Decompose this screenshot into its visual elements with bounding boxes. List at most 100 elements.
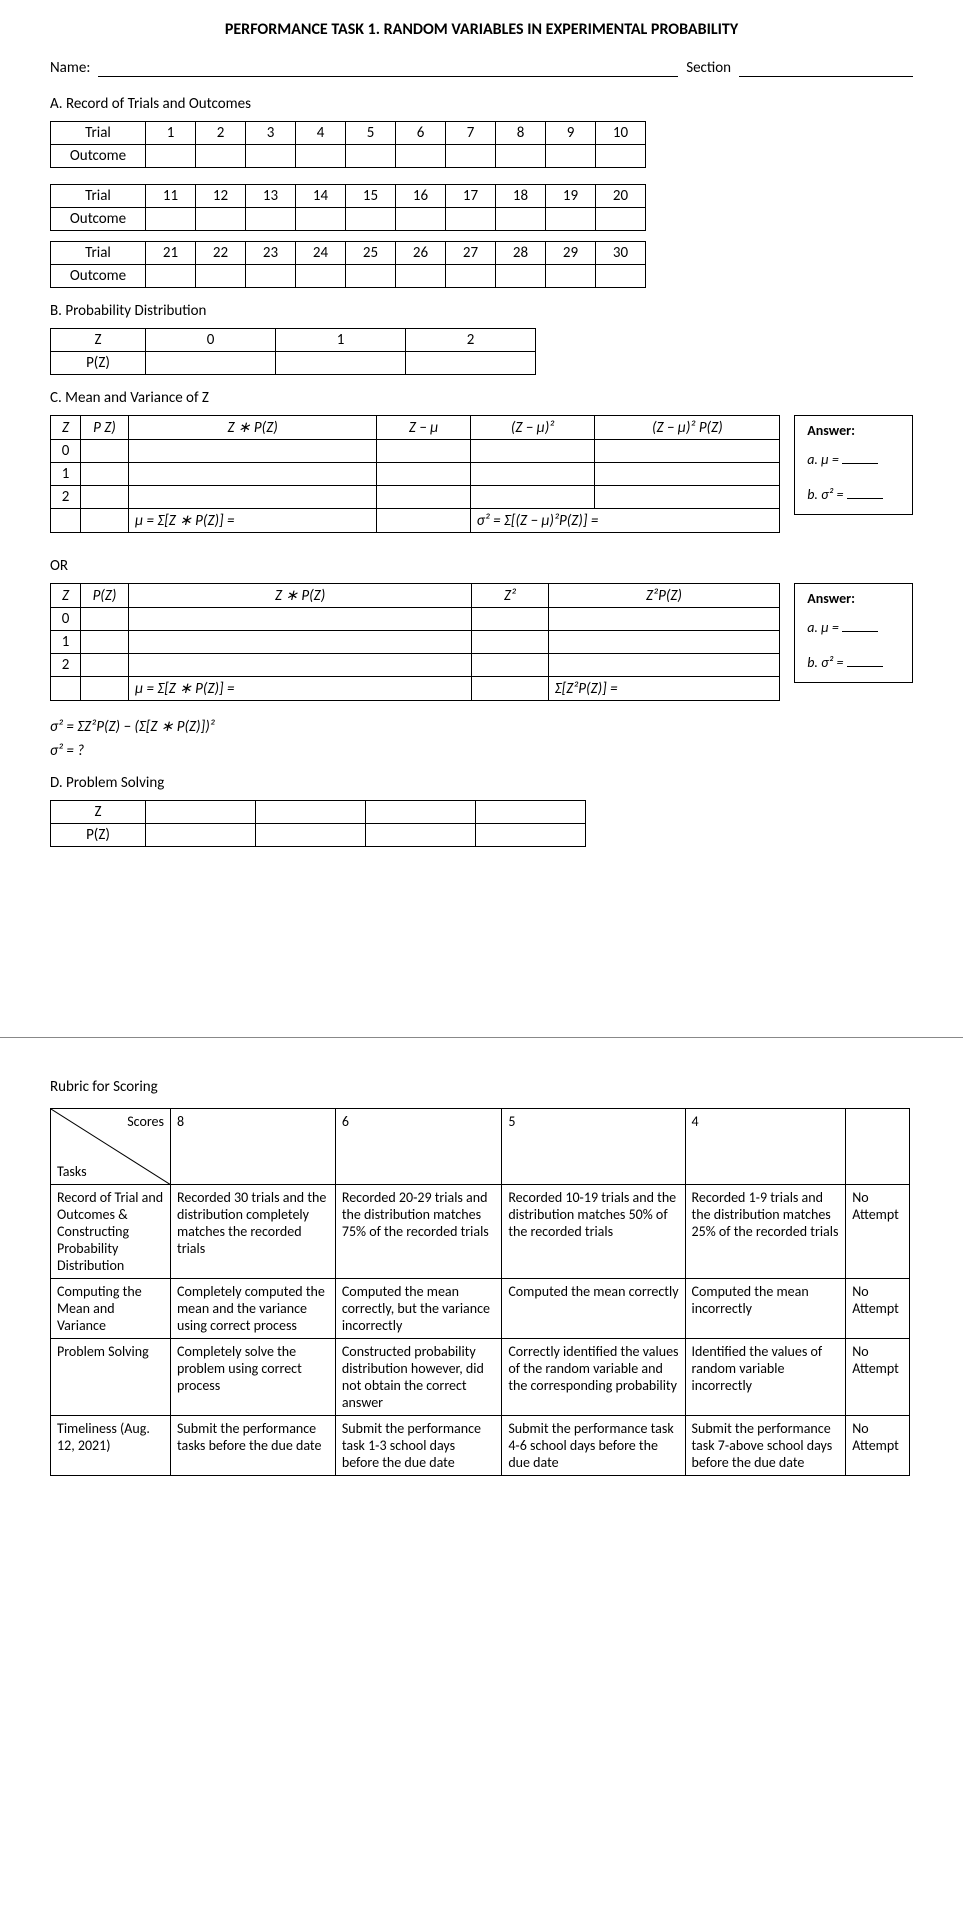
trial-num: 18 bbox=[496, 185, 546, 208]
trial-num: 21 bbox=[146, 242, 196, 265]
trial-num: 26 bbox=[396, 242, 446, 265]
rubric-cell: No Attempt bbox=[846, 1279, 910, 1339]
trial-num: 19 bbox=[546, 185, 596, 208]
z-label: Z bbox=[51, 801, 146, 824]
trial-num: 22 bbox=[196, 242, 246, 265]
trial-num: 20 bbox=[596, 185, 646, 208]
rubric-cell: Submit the performance tasks before the … bbox=[171, 1416, 336, 1476]
c-heading: C. Mean and Variance of Z bbox=[50, 389, 913, 407]
rubric-cell: Identified the values of random variable… bbox=[685, 1339, 846, 1416]
rubric-table: Scores Tasks 8 6 5 4 Record of Trial and… bbox=[50, 1108, 910, 1476]
z-val: 1 bbox=[276, 329, 406, 352]
trial-num: 9 bbox=[546, 122, 596, 145]
trial-num: 10 bbox=[596, 122, 646, 145]
d-heading: D. Problem Solving bbox=[50, 774, 913, 792]
rubric-cell: Recorded 30 trials and the distribution … bbox=[171, 1185, 336, 1279]
rubric-cell: No Attempt bbox=[846, 1416, 910, 1476]
rubric-row: Problem Solving Completely solve the pro… bbox=[51, 1339, 910, 1416]
answer-box-1: Answer: a. μ = b. σ² = bbox=[794, 415, 913, 515]
z-header: Z bbox=[51, 584, 81, 608]
tasks-label: Tasks bbox=[57, 1163, 87, 1180]
outcome-label: Outcome bbox=[51, 265, 146, 288]
outcome-label: Outcome bbox=[51, 208, 146, 231]
rubric-score-header: 5 bbox=[502, 1109, 685, 1185]
trial-num: 6 bbox=[396, 122, 446, 145]
trial-num: 29 bbox=[546, 242, 596, 265]
zsqpz-header: Z²P(Z) bbox=[548, 584, 779, 608]
rubric-diag-cell: Scores Tasks bbox=[51, 1109, 171, 1185]
pz-header: P(Z) bbox=[81, 584, 129, 608]
rubric-cell: Computed the mean correctly bbox=[502, 1279, 685, 1339]
rubric-cell: Submit the performance task 7-above scho… bbox=[685, 1416, 846, 1476]
trial-num: 1 bbox=[146, 122, 196, 145]
zpz-header: Z ∗ P(Z) bbox=[129, 416, 377, 440]
b-sigma-label: b. σ² = bbox=[807, 654, 843, 671]
mu-formula: μ = Σ[Z ∗ P(Z)] = bbox=[129, 509, 377, 533]
scores-label: Scores bbox=[127, 1113, 164, 1130]
trial-num: 12 bbox=[196, 185, 246, 208]
z-val: 2 bbox=[406, 329, 536, 352]
rubric-score-header: 4 bbox=[685, 1109, 846, 1185]
trials-table-2: Trial 11 12 13 14 15 16 17 18 19 20 Outc… bbox=[50, 184, 646, 231]
rubric-heading: Rubric for Scoring bbox=[50, 1078, 913, 1096]
b-heading: B. Probability Distribution bbox=[50, 302, 913, 320]
trial-num: 5 bbox=[346, 122, 396, 145]
sum-zsqpz: Σ[Z²P(Z)] = bbox=[548, 677, 779, 701]
rubric-task: Problem Solving bbox=[51, 1339, 171, 1416]
trial-num: 13 bbox=[246, 185, 296, 208]
meanvar-table-2: Z P(Z) Z ∗ P(Z) Z² Z²P(Z) 0 1 2 μ = Σ[Z … bbox=[50, 583, 780, 701]
trial-num: 23 bbox=[246, 242, 296, 265]
page-divider bbox=[0, 1037, 963, 1038]
rubric-cell: Computed the mean incorrectly bbox=[685, 1279, 846, 1339]
trials-table-1: Trial 1 2 3 4 5 6 7 8 9 10 Outcome bbox=[50, 121, 646, 168]
trial-num: 14 bbox=[296, 185, 346, 208]
z-header: Z bbox=[51, 416, 81, 440]
rubric-cell: Computed the mean correctly, but the var… bbox=[335, 1279, 501, 1339]
zmusqpz-header: (Z − μ)² P(Z) bbox=[595, 416, 780, 440]
name-section: Name: Section bbox=[50, 59, 913, 77]
z-val: 0 bbox=[146, 329, 276, 352]
trial-num: 30 bbox=[596, 242, 646, 265]
pz-header: P Z) bbox=[81, 416, 129, 440]
rubric-cell: Recorded 20-29 trials and the distributi… bbox=[335, 1185, 501, 1279]
rubric-cell: Correctly identified the values of the r… bbox=[502, 1339, 685, 1416]
b-sigma-label: b. σ² = bbox=[807, 486, 843, 503]
rubric-score-header: 6 bbox=[335, 1109, 501, 1185]
sigma-formula: σ² = Σ[(Z − μ)²P(Z)] = bbox=[470, 509, 779, 533]
trial-num: 27 bbox=[446, 242, 496, 265]
zmusq-header: (Z − μ)² bbox=[470, 416, 595, 440]
name-line bbox=[98, 59, 678, 77]
z-label: Z bbox=[51, 329, 146, 352]
section-label: Section bbox=[686, 59, 731, 77]
a-mu-label: a. μ = bbox=[807, 619, 839, 636]
rubric-task: Computing the Mean and Variance bbox=[51, 1279, 171, 1339]
rubric-cell: Recorded 1-9 trials and the distribution… bbox=[685, 1185, 846, 1279]
a-heading: A. Record of Trials and Outcomes bbox=[50, 95, 913, 113]
rubric-score-header bbox=[846, 1109, 910, 1185]
rubric-row: Record of Trial and Outcomes & Construct… bbox=[51, 1185, 910, 1279]
page-title: PERFORMANCE TASK 1. RANDOM VARIABLES IN … bbox=[50, 20, 913, 39]
sigma-alt-formula-1: σ² = ΣZ²P(Z) − (Σ[Z ∗ P(Z)])² bbox=[50, 717, 913, 736]
probdist-table: Z 0 1 2 P(Z) bbox=[50, 328, 536, 375]
problem-table: Z P(Z) bbox=[50, 800, 586, 847]
trial-num: 15 bbox=[346, 185, 396, 208]
answer-label: Answer: bbox=[807, 590, 900, 607]
trial-num: 4 bbox=[296, 122, 346, 145]
rubric-cell: Submit the performance task 1-3 school d… bbox=[335, 1416, 501, 1476]
rubric-cell: Constructed probability distribution how… bbox=[335, 1339, 501, 1416]
trial-num: 2 bbox=[196, 122, 246, 145]
sigma-alt-formula-2: σ² = ? bbox=[50, 742, 913, 760]
rubric-cell: Completely solve the problem using corre… bbox=[171, 1339, 336, 1416]
rubric-task: Timeliness (Aug. 12, 2021) bbox=[51, 1416, 171, 1476]
rubric-row: Timeliness (Aug. 12, 2021) Submit the pe… bbox=[51, 1416, 910, 1476]
rubric-task: Record of Trial and Outcomes & Construct… bbox=[51, 1185, 171, 1279]
a-mu-label: a. μ = bbox=[807, 451, 839, 468]
trial-label: Trial bbox=[51, 242, 146, 265]
pz-label: P(Z) bbox=[51, 352, 146, 375]
trial-num: 11 bbox=[146, 185, 196, 208]
trial-num: 3 bbox=[246, 122, 296, 145]
trial-label: Trial bbox=[51, 122, 146, 145]
zpz-header: Z ∗ P(Z) bbox=[129, 584, 472, 608]
trial-num: 7 bbox=[446, 122, 496, 145]
rubric-cell: Completely computed the mean and the var… bbox=[171, 1279, 336, 1339]
